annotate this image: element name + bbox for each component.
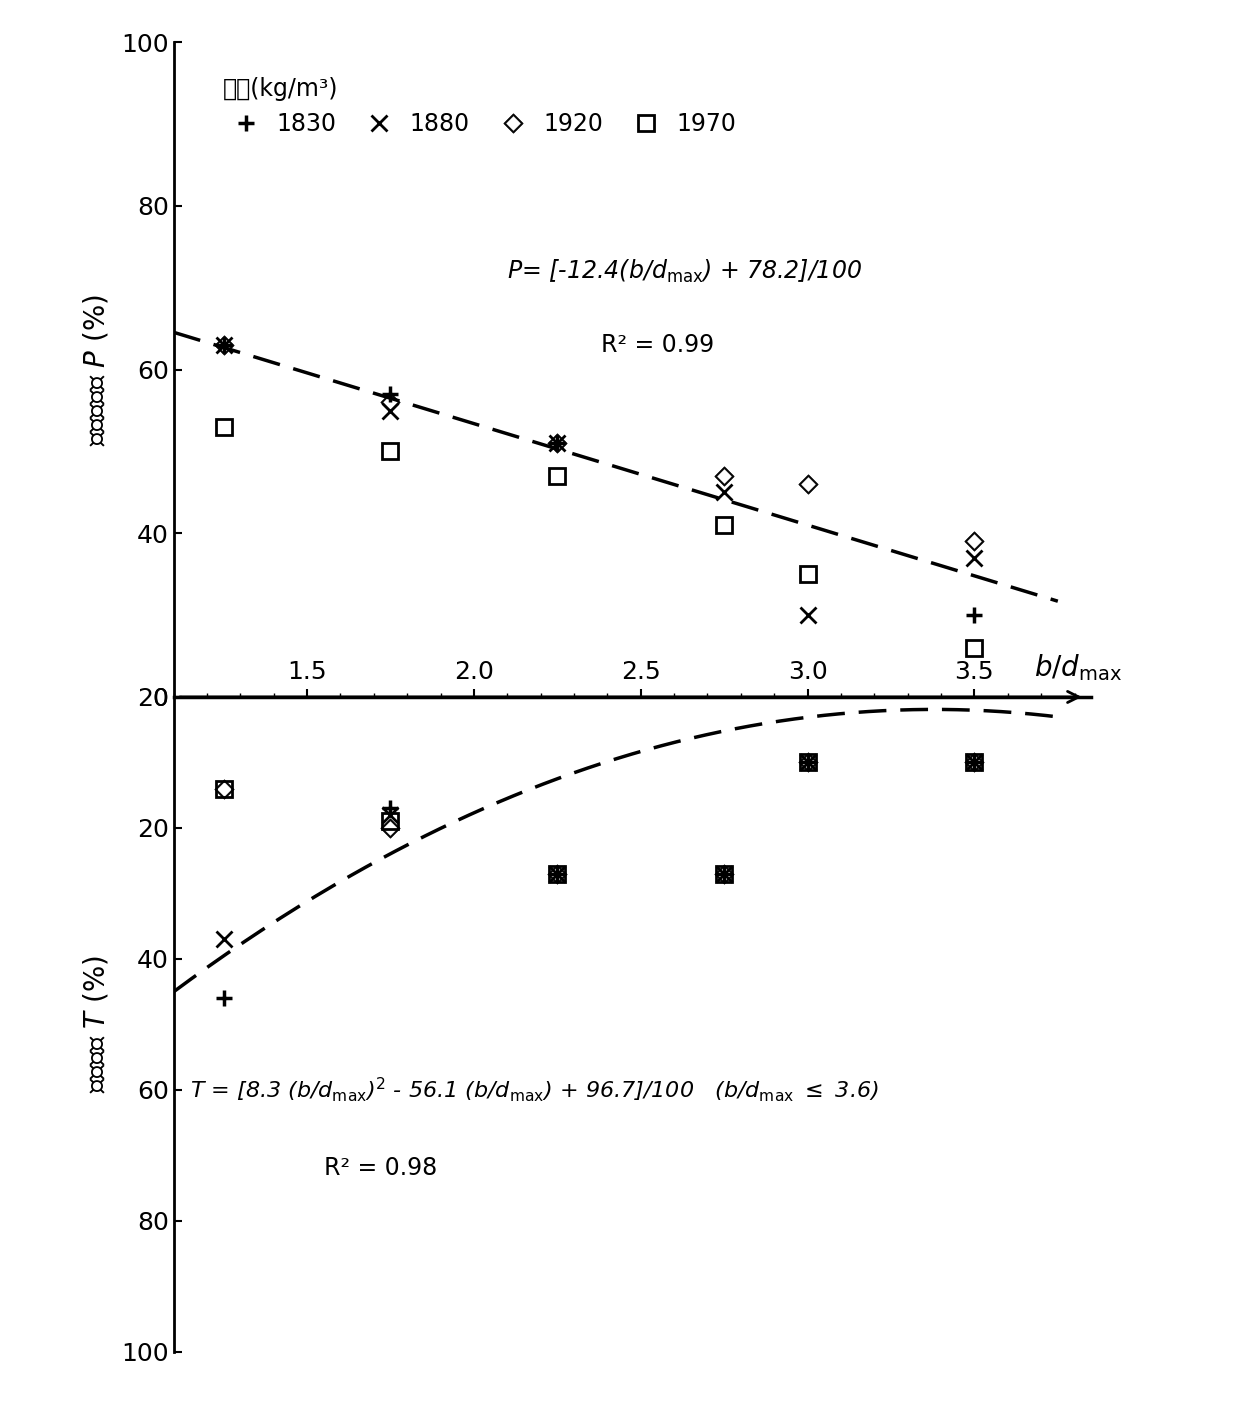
Y-axis label: 拦截效率 $T$ (%): 拦截效率 $T$ (%)	[81, 955, 110, 1094]
Text: R² = 0.99: R² = 0.99	[600, 334, 714, 358]
Text: R² = 0.98: R² = 0.98	[324, 1156, 436, 1180]
Text: $b$/$d_\mathrm{max}$: $b$/$d_\mathrm{max}$	[1034, 652, 1122, 683]
Legend: 1830, 1880, 1920, 1970: 1830, 1880, 1920, 1970	[213, 68, 745, 146]
Text: $T$ = [8.3 ($b$/$d_\mathrm{max}$)$^2$ - 56.1 ($b$/$d_\mathrm{max}$) + 96.7]/100 : $T$ = [8.3 ($b$/$d_\mathrm{max}$)$^2$ - …	[190, 1076, 879, 1104]
Text: $P$= [-12.4($b$/$d_\mathrm{max}$) + 78.2]/100: $P$= [-12.4($b$/$d_\mathrm{max}$) + 78.2…	[507, 258, 862, 284]
Y-axis label: 速度减小率 $P$ (%): 速度减小率 $P$ (%)	[81, 294, 110, 445]
